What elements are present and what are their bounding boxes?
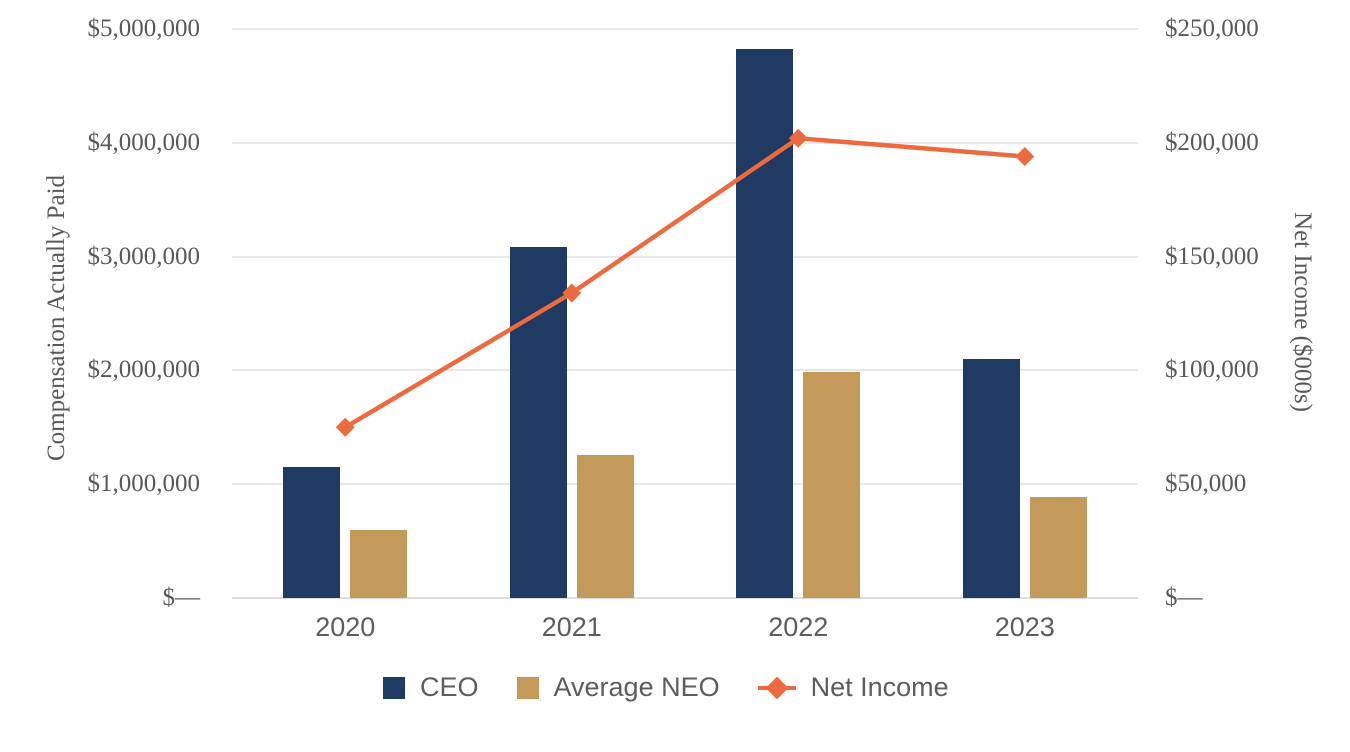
x-axis-line [232, 597, 1138, 599]
left-axis-tick: $1,000,000 [87, 470, 201, 498]
gridline [232, 28, 1138, 30]
left-axis-tick: $3,000,000 [87, 242, 201, 270]
right-axis-title: Net Income ($000s) [1289, 212, 1316, 412]
net-income-line [344, 135, 1025, 430]
right-axis-tick: $50,000 [1165, 470, 1247, 498]
net-income-marker-2020 [335, 417, 355, 437]
ceo-swatch-icon [383, 676, 405, 699]
right-axis-tick: $250,000 [1165, 15, 1259, 42]
bar-average-neo-2020 [350, 529, 408, 598]
right-axis-tick: $100,000 [1165, 356, 1259, 384]
bar-average-neo-2021 [576, 454, 634, 598]
legend-label-net-income: Net Income [810, 672, 949, 702]
bar-average-neo-2023 [1029, 496, 1087, 598]
gridline [232, 483, 1138, 486]
left-axis-tick: $— [162, 584, 201, 611]
average-neo-swatch-icon [516, 676, 539, 699]
left-axis-tick: $5,000,000 [87, 15, 201, 42]
right-axis-tick: $200,000 [1165, 128, 1259, 156]
bar-ceo-2022 [736, 49, 794, 598]
legend: CEO Average NEO Net Income [383, 672, 949, 703]
legend-item-ceo: CEO [383, 672, 479, 703]
left-axis-title: Compensation Actually Paid [43, 174, 70, 462]
right-axis-tick: $150,000 [1165, 242, 1259, 270]
x-axis-label-2021: 2021 [541, 612, 602, 642]
gridline [232, 255, 1138, 258]
bar-ceo-2021 [509, 247, 567, 598]
legend-item-average-neo: Average NEO [516, 672, 720, 703]
net-income-marker-2023 [1015, 146, 1035, 166]
legend-label-ceo: CEO [420, 672, 479, 702]
legend-label-average-neo: Average NEO [553, 672, 720, 702]
x-axis-label-2020: 2020 [315, 612, 376, 642]
bar-ceo-2020 [283, 467, 341, 598]
bar-ceo-2023 [962, 359, 1020, 598]
gridline [232, 141, 1138, 144]
x-axis-label-2022: 2022 [768, 612, 829, 642]
left-axis-tick: $4,000,000 [87, 128, 201, 156]
x-axis-label-2023: 2023 [994, 612, 1055, 642]
legend-item-net-income: Net Income [757, 672, 949, 703]
bar-average-neo-2022 [803, 371, 861, 598]
right-axis-tick: $— [1165, 584, 1203, 611]
net-income-line-diamond-icon [757, 676, 796, 700]
left-axis-tick: $2,000,000 [87, 356, 201, 384]
